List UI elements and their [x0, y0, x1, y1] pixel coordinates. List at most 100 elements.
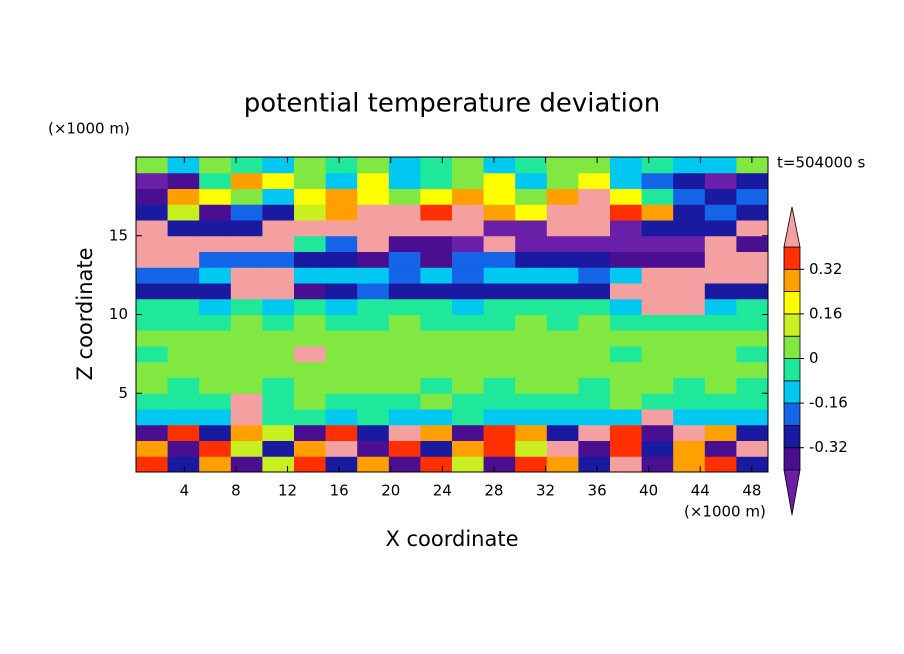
field-cell	[452, 220, 485, 237]
colorbar-tick-label: -0.16	[809, 394, 848, 412]
field-cell	[452, 361, 485, 378]
field-cell	[420, 220, 453, 237]
field-cell	[357, 298, 390, 315]
field-cell	[325, 235, 358, 252]
field-cell	[673, 393, 706, 410]
field-cell	[704, 377, 737, 394]
field-cell	[136, 314, 169, 331]
field-cell	[546, 346, 579, 363]
field-cell	[325, 393, 358, 410]
field-cell	[673, 361, 706, 378]
field-cell	[262, 235, 295, 252]
field-cell	[136, 172, 169, 189]
field-cell	[325, 330, 358, 347]
x-tick-label: 20	[381, 482, 400, 500]
field-cell	[578, 330, 611, 347]
field-cell	[673, 330, 706, 347]
field-cell	[578, 188, 611, 205]
field-cell	[515, 314, 548, 331]
field-cell	[515, 157, 548, 174]
field-cell	[736, 220, 769, 237]
field-cell	[736, 188, 769, 205]
field-cell	[294, 409, 327, 426]
x-tick-label: 32	[536, 482, 555, 500]
field-cell	[294, 157, 327, 174]
field-cell	[546, 377, 579, 394]
field-cell	[230, 456, 263, 473]
field-cell	[167, 330, 200, 347]
field-cell	[357, 346, 390, 363]
field-cell	[483, 424, 516, 441]
field-cell	[704, 361, 737, 378]
field-cell	[420, 251, 453, 268]
field-cell	[452, 456, 485, 473]
field-cell	[294, 440, 327, 457]
field-cell	[546, 314, 579, 331]
field-cell	[578, 235, 611, 252]
annotation: t=504000 s	[777, 154, 865, 172]
field-cell	[167, 251, 200, 268]
field-cell	[641, 188, 674, 205]
field-cell	[641, 314, 674, 331]
field-cell	[325, 424, 358, 441]
field-cell	[167, 424, 200, 441]
field-cell	[136, 377, 169, 394]
field-cell	[483, 314, 516, 331]
field-cell	[736, 377, 769, 394]
field-cell	[199, 393, 232, 410]
colorbar-extend-low	[783, 469, 801, 516]
field-cell	[357, 220, 390, 237]
field-cell	[262, 298, 295, 315]
field-cell	[610, 456, 643, 473]
field-cell	[515, 440, 548, 457]
field-cell	[262, 188, 295, 205]
field-cell	[452, 393, 485, 410]
field-cell	[325, 361, 358, 378]
field-cell	[388, 251, 421, 268]
field-cell	[388, 267, 421, 284]
field-cell	[325, 172, 358, 189]
field-cell	[578, 409, 611, 426]
field-cell	[452, 204, 485, 221]
field-cell	[136, 283, 169, 300]
field-cell	[262, 409, 295, 426]
field-cell	[515, 346, 548, 363]
y-unit: (×1000 m)	[48, 120, 130, 138]
field-cell	[167, 377, 200, 394]
field-cell	[578, 440, 611, 457]
field-cell	[136, 456, 169, 473]
field-cell	[199, 157, 232, 174]
field-cell	[483, 172, 516, 189]
field-cell	[515, 377, 548, 394]
field-cell	[546, 283, 579, 300]
colorbar-box	[783, 246, 801, 270]
field-cell	[704, 424, 737, 441]
field-cell	[136, 393, 169, 410]
field-cell	[641, 346, 674, 363]
field-cell	[262, 346, 295, 363]
x-axis-label: X coordinate	[385, 527, 518, 551]
field-cell	[673, 188, 706, 205]
field-cell	[704, 298, 737, 315]
field-cell	[294, 361, 327, 378]
field-cell	[230, 188, 263, 205]
field-cell	[262, 314, 295, 331]
field-cell	[546, 251, 579, 268]
field-cell	[199, 267, 232, 284]
field-cell	[515, 393, 548, 410]
field-cell	[294, 235, 327, 252]
field-cell	[357, 424, 390, 441]
field-cell	[704, 188, 737, 205]
field-cell	[641, 172, 674, 189]
colorbar-box	[783, 268, 801, 292]
field-cell	[167, 346, 200, 363]
field-cell	[736, 235, 769, 252]
field-cell	[294, 251, 327, 268]
field-cell	[578, 172, 611, 189]
field-cell	[452, 298, 485, 315]
field-cell	[136, 298, 169, 315]
field-cell	[325, 283, 358, 300]
field-cell	[294, 298, 327, 315]
field-cell	[546, 440, 579, 457]
field-cell	[641, 298, 674, 315]
